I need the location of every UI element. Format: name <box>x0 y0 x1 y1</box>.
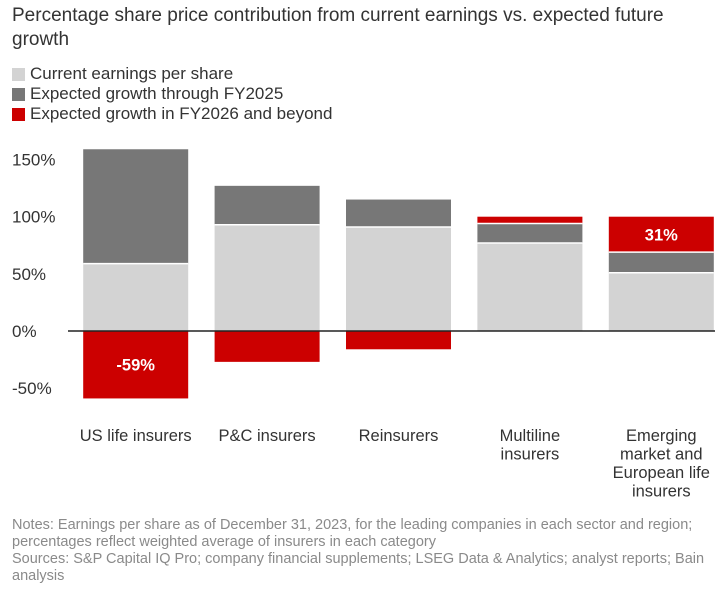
y-tick-label: 50% <box>12 265 46 284</box>
legend-swatch-growth-fy2025 <box>12 87 25 101</box>
y-tick-label: 150% <box>12 151 55 170</box>
bar-current-earnings-per-share <box>608 272 714 331</box>
bar-expected-growth-through-fy2025 <box>608 252 714 273</box>
bar-current-earnings-per-share <box>83 263 189 331</box>
y-tick-label: -50% <box>12 379 52 398</box>
x-category-label-line: market and <box>620 446 703 464</box>
bar-current-earnings-per-share <box>346 226 451 331</box>
data-label: 31% <box>645 226 678 244</box>
sources-text: Sources: S&P Capital IQ Pro; company fin… <box>12 551 705 584</box>
bar-expected-growth-in-fy2026-and-beyond <box>214 331 320 362</box>
x-category-label: Emerging market and European life insurers <box>613 427 710 501</box>
notes-text: Notes: Earnings per share as of December… <box>12 517 693 550</box>
y-tick-label: 100% <box>12 208 55 227</box>
bar-expected-growth-in-fy2026-and-beyond <box>477 216 583 224</box>
x-category-label-line: European life <box>613 464 710 482</box>
bar-expected-growth-in-fy2026-and-beyond <box>83 331 189 399</box>
x-category-label: Reinsurers <box>359 427 439 445</box>
x-category-label: Multiline insurers <box>500 427 561 464</box>
stacked-bar-chart: 150% 100% 50% 0% -50% -59% 31% US life insurers… <box>12 149 715 501</box>
legend-item-growth-fy2026: Expected growth in FY2026 and beyond <box>12 104 332 124</box>
bar-current-earnings-per-share <box>214 224 320 331</box>
bar-expected-growth-through-fy2025 <box>214 185 320 225</box>
x-category-label-line: Reinsurers <box>359 427 439 445</box>
x-category-label-line: insurers <box>632 483 691 501</box>
legend-item-current-earnings: Current earnings per share <box>12 64 332 84</box>
x-category-label-line: Emerging <box>626 427 697 445</box>
x-category-label-line: US life insurers <box>80 427 192 445</box>
legend-swatch-current-earnings <box>12 67 25 81</box>
x-category-label-line: Multiline <box>500 427 561 445</box>
chart-title: Percentage share price contribution from… <box>12 5 664 50</box>
legend-label-current-earnings: Current earnings per share <box>30 64 234 83</box>
x-category-label-line: insurers <box>501 446 560 464</box>
legend-item-growth-fy2025: Expected growth through FY2025 <box>12 84 332 104</box>
bar-expected-growth-through-fy2025 <box>83 149 189 264</box>
bar-expected-growth-in-fy2026-and-beyond <box>608 216 714 253</box>
y-tick-label: 0% <box>12 322 37 341</box>
x-category-label: US life insurers <box>80 427 192 445</box>
chart-notes: Notes: Earnings per share as of December… <box>12 517 712 585</box>
bar-current-earnings-per-share <box>477 242 583 331</box>
bar-expected-growth-through-fy2025 <box>346 199 451 227</box>
bar-expected-growth-in-fy2026-and-beyond <box>346 331 451 350</box>
legend: Current earnings per share Expected grow… <box>12 64 332 124</box>
data-label: -59% <box>116 357 155 375</box>
legend-label-growth-fy2025: Expected growth through FY2025 <box>30 84 284 103</box>
legend-swatch-growth-fy2026 <box>12 107 25 121</box>
bar-expected-growth-through-fy2025 <box>477 223 583 243</box>
x-category-label: P&C insurers <box>218 427 315 445</box>
legend-label-growth-fy2026: Expected growth in FY2026 and beyond <box>30 104 333 123</box>
x-category-label-line: P&C insurers <box>218 427 315 445</box>
